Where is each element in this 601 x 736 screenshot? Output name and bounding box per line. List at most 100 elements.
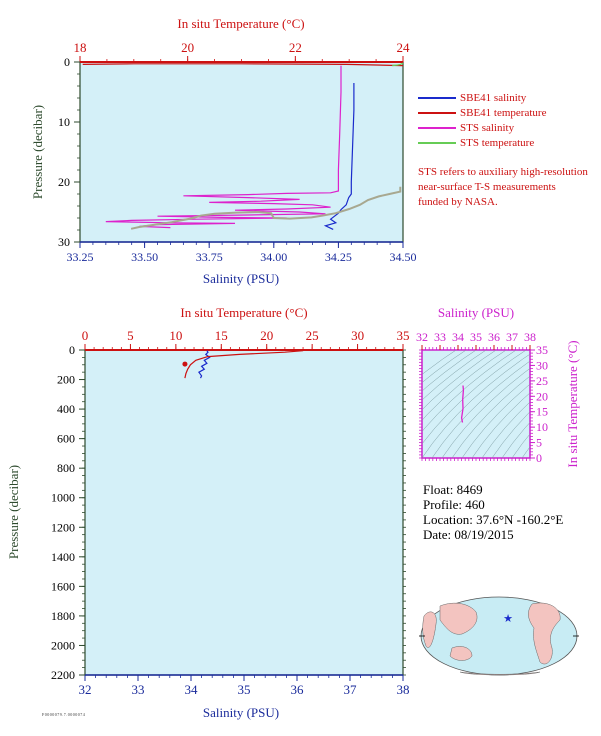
density-contour [422, 350, 527, 445]
land-europe-africa [422, 611, 437, 648]
tick-label: 30 [58, 235, 70, 249]
density-contour [481, 401, 530, 458]
bottom-chart-series [182, 350, 304, 379]
tick-label: 0 [64, 55, 70, 69]
density-contour [422, 350, 477, 392]
density-contour [451, 375, 530, 458]
tick-label: 20 [536, 389, 548, 403]
tick-label: 32 [79, 682, 92, 697]
tick-label: 35 [238, 682, 251, 697]
tick-label: 600 [57, 432, 75, 446]
profile-date: Date: 08/19/2015 [423, 527, 514, 542]
tick-label: 34.25 [325, 250, 352, 264]
tick-label: 10 [536, 420, 548, 434]
tick-label: 20 [260, 328, 273, 343]
series-line [323, 83, 355, 230]
tick-label: 1600 [51, 579, 75, 593]
bottom-chart-bottom-axis-label: Salinity (PSU) [203, 705, 279, 720]
tick-label: 32 [416, 330, 428, 344]
density-contour [501, 421, 530, 458]
tick-label: 10 [58, 115, 70, 129]
series-line [198, 350, 211, 379]
top-chart-top-axis-label: In situ Temperature (°C) [177, 16, 304, 31]
ts-series-line [460, 385, 465, 423]
tick-label: 38 [524, 330, 536, 344]
bottom-chart-ticks: 0 5 10 15 20 25 30 35 32 33 34 35 36 37 38 0 200 400 600 80… [51, 328, 410, 697]
density-contour [422, 350, 487, 401]
ts-top-axis-label: Salinity (PSU) [438, 305, 514, 320]
tick-label: 36 [488, 330, 500, 344]
tick-label: 15 [215, 328, 228, 343]
tick-label: 38 [397, 682, 410, 697]
tick-label: 35 [536, 343, 548, 357]
density-contour [422, 350, 457, 375]
series-line [130, 186, 402, 230]
tick-label: 20 [181, 40, 194, 55]
footer-code: F0000079.7.0000074 [42, 712, 86, 717]
tick-label: 0 [69, 343, 75, 357]
legend-item: STS salinity [418, 122, 546, 137]
tick-label: 2200 [51, 668, 75, 682]
tick-label: 400 [57, 402, 75, 416]
tick-label: 5 [127, 328, 134, 343]
float-location-star-icon: ★ [503, 613, 513, 625]
sts-note: STS refers to auxiliary high-resolution … [418, 166, 588, 208]
density-contour [422, 353, 530, 458]
tick-label: 33.25 [67, 250, 94, 264]
legend-item: SBE41 temperature [418, 107, 546, 122]
tick-label: 0 [536, 451, 542, 465]
tick-label: 5 [536, 436, 542, 450]
ts-chart-series [460, 385, 465, 423]
density-contour [521, 446, 530, 458]
density-contour [422, 350, 507, 421]
density-contour [422, 350, 467, 383]
tick-label: 34.00 [260, 250, 287, 264]
density-contour [471, 392, 530, 458]
density-contour [422, 350, 497, 411]
legend-item: STS temperature [418, 137, 546, 152]
tick-label: 25 [306, 328, 319, 343]
tick-label: 22 [289, 40, 302, 55]
density-contour [511, 433, 530, 458]
density-contour [491, 411, 530, 458]
land-antarctica [459, 671, 541, 676]
tick-label: 18 [74, 40, 87, 55]
float-info: Float: 8469 Profile: 460 Location: 37.6°… [423, 482, 563, 542]
tick-label: 15 [536, 405, 548, 419]
density-contour [441, 368, 530, 458]
ts-density-contours [422, 346, 601, 458]
series-line [184, 350, 304, 379]
top-chart-legend: SBE41 salinity SBE41 temperature STS sal… [418, 92, 546, 152]
series-line [105, 65, 342, 229]
tick-label: 37 [506, 330, 518, 344]
bottom-chart-top-axis-label: In situ Temperature (°C) [180, 305, 307, 320]
tick-label: 25 [536, 374, 548, 388]
tick-label: 30 [536, 358, 548, 372]
tick-label: 1800 [51, 609, 75, 623]
tick-label: 24 [397, 40, 411, 55]
float-id: Float: 8469 [423, 482, 483, 497]
series-point [182, 361, 188, 367]
world-map: ★ [419, 596, 579, 676]
legend-label: SBE41 temperature [460, 107, 547, 119]
tick-label: 10 [169, 328, 182, 343]
tick-label: 34.50 [390, 250, 417, 264]
tick-label: 33.75 [196, 250, 223, 264]
tick-label: 36 [291, 682, 305, 697]
land-asia [439, 602, 478, 635]
density-contour [461, 383, 530, 458]
tick-label: 33 [434, 330, 446, 344]
tick-label: 33.50 [131, 250, 158, 264]
density-contour [422, 350, 517, 432]
tick-label: 1200 [51, 520, 75, 534]
tick-label: 800 [57, 461, 75, 475]
top-chart-series [82, 62, 404, 230]
series-line [392, 62, 404, 67]
tick-label: 34 [452, 330, 464, 344]
density-contour [582, 346, 601, 458]
tick-label: 37 [344, 682, 358, 697]
tick-label: 200 [57, 373, 75, 387]
tick-label: 0 [82, 328, 89, 343]
bottom-chart-left-axis-label: Pressure (decibar) [6, 465, 21, 559]
